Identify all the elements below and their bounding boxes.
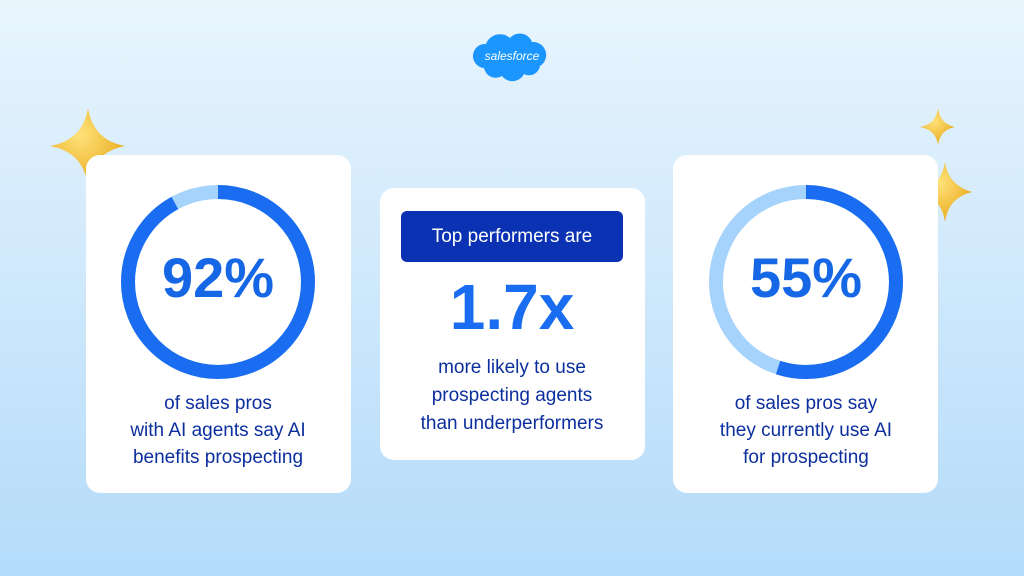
badge-text: Top performers are: [432, 226, 593, 247]
stat: 55%: [750, 246, 862, 309]
ring-arc: [709, 185, 903, 379]
description: they currently use AI: [720, 420, 892, 441]
logo-text: salesforce: [485, 49, 540, 63]
stat: 1.7x: [450, 271, 575, 343]
description: prospecting agents: [432, 385, 593, 406]
card: [673, 155, 938, 493]
ring: [121, 185, 315, 379]
ring: [709, 185, 903, 379]
stat: 92%: [162, 246, 274, 309]
description: for prospecting: [743, 447, 869, 468]
description: benefits prospecting: [133, 447, 303, 468]
stars: [50, 108, 972, 222]
ring-arc: [121, 185, 315, 379]
description: of sales pros: [164, 393, 272, 414]
logo: salesforce: [472, 33, 547, 82]
description: more likely to use: [438, 357, 586, 378]
card: [86, 155, 351, 493]
badge: [401, 211, 623, 262]
description: with AI agents say AI: [129, 420, 305, 441]
description: than underperformers: [421, 413, 604, 434]
description: of sales pros say: [735, 393, 878, 414]
